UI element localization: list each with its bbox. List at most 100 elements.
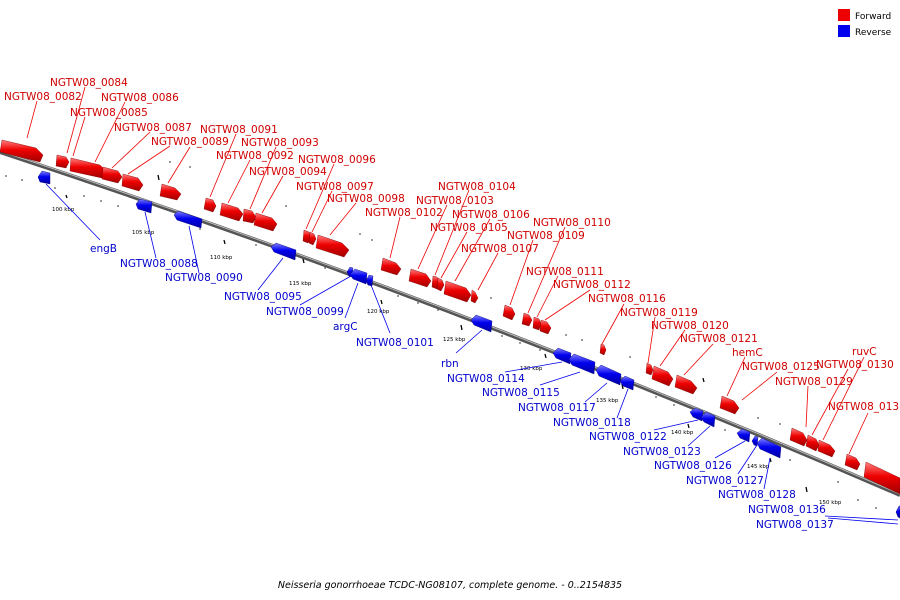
gene-box[interactable]: [895, 505, 900, 519]
gene-box[interactable]: [253, 212, 278, 232]
gene-label-NGTW08_0115[interactable]: NGTW08_0115: [482, 387, 560, 399]
gene-label-NGTW08_0111[interactable]: NGTW08_0111: [526, 266, 604, 278]
gene-label-NGTW08_0125[interactable]: NGTW08_0125: [742, 361, 820, 373]
gene-label-NGTW08_0137[interactable]: NGTW08_0137: [756, 519, 834, 531]
gene-label-NGTW08_0127[interactable]: NGTW08_0127: [686, 475, 764, 487]
gene-box[interactable]: [270, 242, 297, 261]
gene-box[interactable]: [700, 411, 716, 428]
gene-box[interactable]: [380, 257, 402, 276]
gene-box[interactable]: [443, 280, 472, 303]
gene-label-NGTW08_0098[interactable]: NGTW08_0098: [327, 193, 405, 205]
gene-label-NGTW08_0106[interactable]: NGTW08_0106: [452, 209, 530, 221]
gene-label-NGTW08_0121[interactable]: NGTW08_0121: [680, 333, 758, 345]
gene-box[interactable]: [121, 173, 144, 192]
gene-box[interactable]: [203, 197, 217, 213]
gene-box[interactable]: [349, 268, 368, 285]
gene-box[interactable]: [37, 170, 51, 185]
gene-label-argC[interactable]: argC: [333, 321, 358, 333]
gene-label-NGTW08_0126[interactable]: NGTW08_0126: [654, 460, 732, 472]
gene-box[interactable]: [599, 343, 607, 356]
gene-label-NGTW08_0122[interactable]: NGTW08_0122: [589, 431, 667, 443]
gene-box[interactable]: [0, 139, 44, 163]
gene-label-NGTW08_0110[interactable]: NGTW08_0110: [533, 217, 611, 229]
gene-box[interactable]: [470, 314, 493, 333]
gene-box[interactable]: [568, 353, 596, 375]
gene-box[interactable]: [365, 274, 374, 287]
gene-box[interactable]: [719, 395, 740, 415]
gene-label-NGTW08_0136[interactable]: NGTW08_0136: [748, 504, 826, 516]
gene-label-NGTW08_0103[interactable]: NGTW08_0103: [416, 195, 494, 207]
gene-label-NGTW08_0091[interactable]: NGTW08_0091: [200, 124, 278, 136]
gene-label-NGTW08_0123[interactable]: NGTW08_0123: [623, 446, 701, 458]
gene-box[interactable]: [219, 202, 244, 222]
gene-label-NGTW08_0129[interactable]: NGTW08_0129: [775, 376, 853, 388]
gene-box[interactable]: [863, 461, 900, 495]
gene-label-NGTW08_0128[interactable]: NGTW08_0128: [718, 489, 796, 501]
gene-label-NGTW08_0107[interactable]: NGTW08_0107: [461, 243, 539, 255]
gene-box[interactable]: [595, 364, 622, 386]
gene-label-engB[interactable]: engB: [90, 243, 117, 255]
gene-label-NGTW08_0120[interactable]: NGTW08_0120: [651, 320, 729, 332]
gene-box[interactable]: [521, 312, 533, 327]
gene-label-NGTW08_0088[interactable]: NGTW08_0088: [120, 258, 198, 270]
gene-label-rbn[interactable]: rbn: [441, 358, 459, 370]
gene-label-NGTW08_0102[interactable]: NGTW08_0102: [365, 207, 443, 219]
gene-box[interactable]: [674, 374, 698, 395]
gene-box[interactable]: [805, 434, 820, 452]
gene-box[interactable]: [751, 435, 759, 447]
gene-box[interactable]: [470, 289, 479, 304]
gene-box[interactable]: [539, 319, 552, 335]
gene-box[interactable]: [502, 304, 516, 321]
gene-box[interactable]: [532, 316, 542, 331]
gene-box[interactable]: [651, 365, 674, 387]
gene-label-NGTW08_0085[interactable]: NGTW08_0085: [70, 107, 148, 119]
gene-label-NGTW08_0101[interactable]: NGTW08_0101: [356, 337, 434, 349]
gene-box[interactable]: [844, 453, 861, 471]
gene-label-NGTW08_0116[interactable]: NGTW08_0116: [588, 293, 666, 305]
gene-label-NGTW08_0089[interactable]: NGTW08_0089: [151, 136, 229, 148]
gene-box[interactable]: [408, 268, 432, 288]
gene-box[interactable]: [436, 277, 445, 292]
gene-box[interactable]: [315, 234, 350, 258]
gene-box[interactable]: [552, 347, 572, 365]
gene-label-NGTW08_0086[interactable]: NGTW08_0086: [101, 92, 179, 104]
gene-label-NGTW08_0104[interactable]: NGTW08_0104: [438, 181, 516, 193]
gene-box[interactable]: [69, 157, 107, 179]
gene-box[interactable]: [135, 198, 153, 214]
gene-box[interactable]: [645, 362, 654, 376]
gene-label-NGTW08_0097[interactable]: NGTW08_0097: [296, 181, 374, 193]
gene-label-NGTW08_0114[interactable]: NGTW08_0114: [447, 373, 525, 385]
gene-box[interactable]: [817, 439, 836, 458]
gene-label-NGTW08_0092[interactable]: NGTW08_0092: [216, 150, 294, 162]
gene-box[interactable]: [101, 166, 123, 184]
gene-label-NGTW08_0082[interactable]: NGTW08_0082: [4, 91, 82, 103]
gene-label-NGTW08_0084[interactable]: NGTW08_0084: [50, 77, 128, 89]
gene-label-NGTW08_0094[interactable]: NGTW08_0094: [249, 166, 327, 178]
gene-box[interactable]: [308, 231, 317, 246]
gene-label-NGTW08_0117[interactable]: NGTW08_0117: [518, 402, 596, 414]
gene-box[interactable]: [159, 183, 182, 201]
gene-label-NGTW08_0096[interactable]: NGTW08_0096: [298, 154, 376, 166]
gene-label-NGTW08_0112[interactable]: NGTW08_0112: [553, 279, 631, 291]
gene-box[interactable]: [689, 407, 704, 422]
gene-label-NGTW08_0109[interactable]: NGTW08_0109: [507, 230, 585, 242]
gene-label-NGTW08_0090[interactable]: NGTW08_0090: [165, 272, 243, 284]
gene-label-NGTW08_0130[interactable]: NGTW08_0130: [816, 359, 894, 371]
gene-label-NGTW08_0119[interactable]: NGTW08_0119: [620, 307, 698, 319]
gene-label-hemC[interactable]: hemC: [732, 347, 763, 359]
gene-label-NGTW08_0118[interactable]: NGTW08_0118: [553, 417, 631, 429]
gene-label-NGTW08_0093[interactable]: NGTW08_0093: [241, 137, 319, 149]
gene-box[interactable]: [736, 428, 751, 443]
gene-box[interactable]: [55, 154, 70, 169]
gene-label-NGTW08_0133[interactable]: NGTW08_0133: [828, 401, 900, 413]
gene-label-NGTW08_0105[interactable]: NGTW08_0105: [430, 222, 508, 234]
gene-label-NGTW08_0087[interactable]: NGTW08_0087: [114, 122, 192, 134]
gene-label-ruvC[interactable]: ruvC: [852, 346, 877, 358]
gene-box[interactable]: [242, 208, 257, 224]
gene-box[interactable]: [619, 375, 635, 391]
gene-label-NGTW08_0099[interactable]: NGTW08_0099: [266, 306, 344, 318]
gene-box[interactable]: [756, 437, 782, 459]
gene-box[interactable]: [173, 210, 203, 229]
gene-box[interactable]: [789, 427, 808, 447]
gene-label-NGTW08_0095[interactable]: NGTW08_0095: [224, 291, 302, 303]
